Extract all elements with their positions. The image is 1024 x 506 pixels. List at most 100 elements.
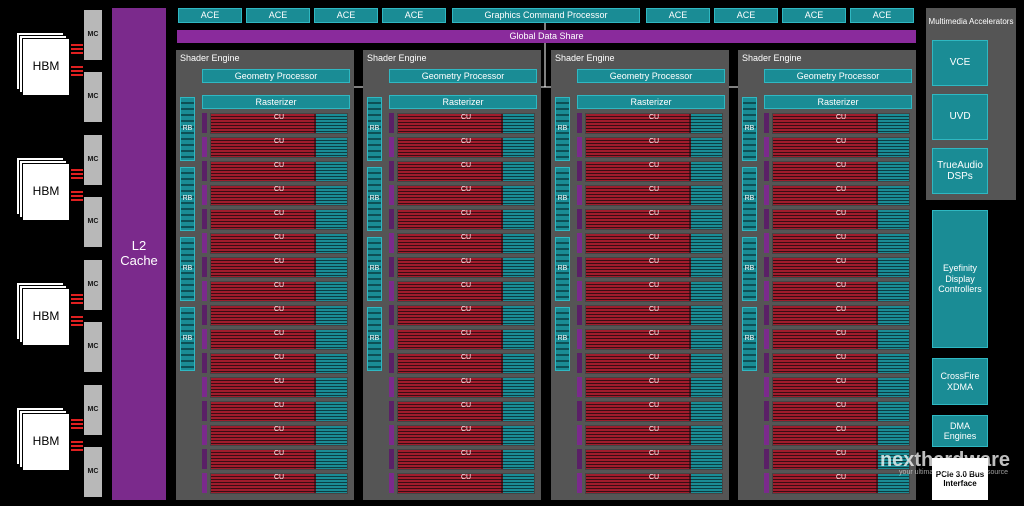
io-block: DMA Engines	[932, 415, 988, 447]
compute-unit: CU	[210, 257, 348, 278]
lds-block	[202, 185, 207, 205]
render-backend: RB	[555, 307, 570, 371]
memory-controller: MC	[84, 385, 102, 435]
lds-block	[389, 377, 394, 397]
simd-block	[315, 258, 347, 277]
link	[71, 48, 83, 50]
simd-block	[690, 450, 722, 469]
lds-block	[577, 257, 582, 277]
compute-unit: CU	[397, 161, 535, 182]
link	[71, 74, 83, 76]
lds-block	[764, 257, 769, 277]
lds-block	[577, 473, 582, 493]
link	[71, 199, 83, 201]
simd-block	[315, 426, 347, 445]
compute-unit: CU	[772, 353, 910, 374]
lds-block	[389, 257, 394, 277]
link	[71, 294, 83, 296]
render-backend: RB	[367, 237, 382, 301]
render-backend: RB	[180, 167, 195, 231]
compute-unit: CU	[210, 473, 348, 494]
compute-unit: CU	[772, 449, 910, 470]
simd-block	[690, 210, 722, 229]
ace: ACE	[246, 8, 310, 23]
simd-block	[690, 282, 722, 301]
compute-unit: CU	[585, 473, 723, 494]
shader-engine-title: Shader Engine	[742, 52, 802, 63]
rasterizer: Rasterizer	[764, 95, 912, 109]
link	[71, 66, 83, 68]
render-backend: RB	[742, 307, 757, 371]
simd-block	[502, 114, 534, 133]
compute-unit: CU	[397, 473, 535, 494]
lds-block	[202, 353, 207, 373]
io-block: CrossFire XDMA	[932, 358, 988, 405]
lds-block	[202, 449, 207, 469]
lds-block	[389, 233, 394, 253]
lds-block	[389, 209, 394, 229]
simd-block	[502, 378, 534, 397]
render-backend: RB	[180, 97, 195, 161]
simd-block	[315, 162, 347, 181]
io-block: PCIe 3.0 Bus Interface	[932, 458, 988, 500]
link	[71, 173, 83, 175]
lds-block	[764, 473, 769, 493]
lds-block	[389, 425, 394, 445]
simd-block	[877, 258, 909, 277]
simd-block	[690, 258, 722, 277]
shader-engine: Shader Engine Geometry Processor Rasterize…	[551, 50, 729, 500]
watermark-tagline: your ultimate professional resource	[899, 468, 1008, 476]
simd-block	[502, 186, 534, 205]
link	[71, 320, 83, 322]
compute-unit: CU	[210, 185, 348, 206]
lds-block	[202, 473, 207, 493]
simd-block	[315, 330, 347, 349]
io-block: Eyefinity Display Controllers	[932, 210, 988, 348]
compute-unit: CU	[397, 209, 535, 230]
lds-block	[577, 185, 582, 205]
watermark-brand: nexthardware	[879, 448, 1010, 471]
link	[71, 195, 83, 197]
lds-block	[577, 281, 582, 301]
lds-block	[202, 281, 207, 301]
compute-unit: CU	[585, 377, 723, 398]
simd-block	[690, 378, 722, 397]
simd-block	[315, 402, 347, 421]
lds-block	[202, 401, 207, 421]
compute-unit: CU	[210, 425, 348, 446]
compute-unit: CU	[210, 113, 348, 134]
lds-block	[577, 113, 582, 133]
memory-controller: MC	[84, 10, 102, 60]
compute-unit: CU	[585, 185, 723, 206]
link	[71, 449, 83, 451]
link	[71, 427, 83, 429]
compute-unit: CU	[210, 353, 348, 374]
lds-block	[202, 113, 207, 133]
lds-block	[389, 401, 394, 421]
ace: ACE	[714, 8, 778, 23]
memory-controller: MC	[84, 260, 102, 310]
lds-block	[577, 233, 582, 253]
simd-block	[877, 138, 909, 157]
memory-controller: MC	[84, 447, 102, 497]
simd-block	[502, 234, 534, 253]
simd-block	[315, 186, 347, 205]
simd-block	[877, 234, 909, 253]
compute-unit: CU	[585, 233, 723, 254]
lds-block	[202, 329, 207, 349]
lds-block	[202, 233, 207, 253]
simd-block	[315, 378, 347, 397]
link	[71, 423, 83, 425]
simd-block	[877, 114, 909, 133]
simd-block	[315, 306, 347, 325]
compute-unit: CU	[397, 185, 535, 206]
shader-engine: Shader Engine Geometry Processor Rasterize…	[176, 50, 354, 500]
render-backend: RB	[180, 307, 195, 371]
render-backend: RB	[742, 237, 757, 301]
lds-block	[577, 209, 582, 229]
hbm-stack: HBM	[22, 288, 70, 346]
lds-block	[764, 401, 769, 421]
ace: ACE	[178, 8, 242, 23]
lds-block	[202, 137, 207, 157]
link	[71, 70, 83, 72]
